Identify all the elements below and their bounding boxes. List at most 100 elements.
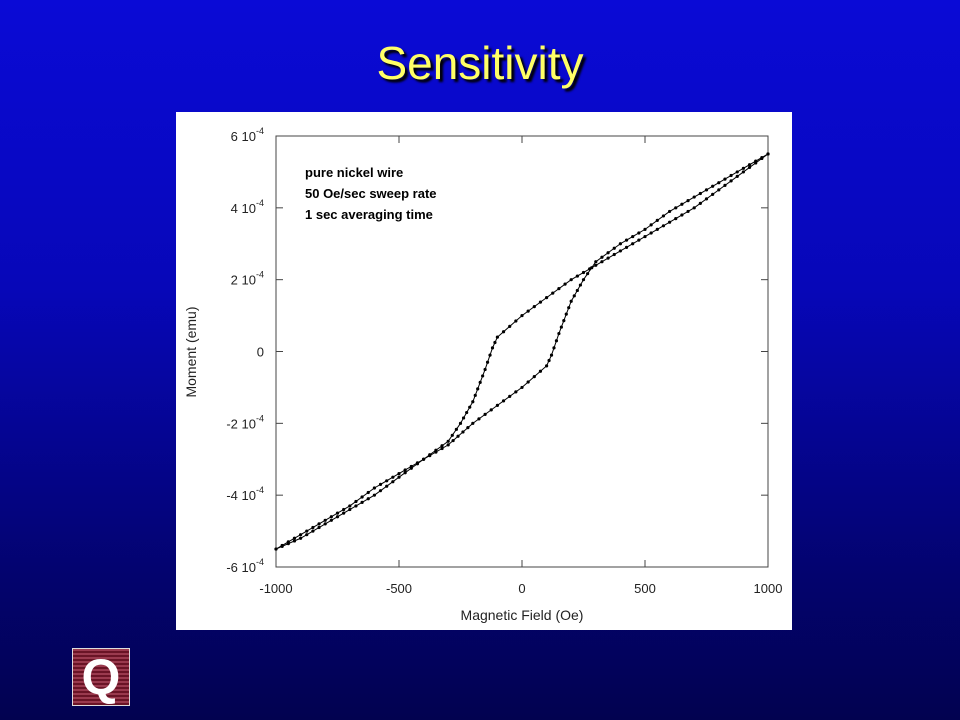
data-point: [476, 387, 480, 391]
data-point: [428, 454, 432, 458]
series-group: [274, 152, 770, 551]
data-point: [483, 412, 487, 416]
x-tick-label: -1000: [259, 581, 292, 596]
data-point: [575, 288, 579, 293]
data-point: [526, 380, 530, 384]
data-point: [586, 272, 590, 276]
data-point: [557, 331, 561, 336]
data-point: [481, 374, 485, 378]
data-point: [723, 177, 727, 181]
data-point: [372, 493, 376, 497]
data-point: [704, 197, 709, 201]
x-tick-label: -500: [386, 581, 412, 596]
data-point: [286, 540, 290, 544]
data-point: [747, 165, 752, 170]
data-point: [594, 263, 598, 267]
data-point: [559, 325, 563, 329]
data-point: [378, 482, 383, 486]
data-point: [342, 511, 346, 515]
data-point: [569, 278, 573, 282]
data-point: [575, 274, 579, 278]
data-point: [637, 238, 641, 242]
data-point: [631, 234, 635, 239]
data-point: [366, 490, 370, 495]
data-point: [698, 201, 702, 205]
logo-stripes: [73, 649, 129, 705]
data-point: [311, 525, 315, 530]
data-point: [538, 300, 543, 304]
data-point: [465, 410, 469, 415]
data-point: [461, 430, 465, 434]
annotation-text: 1 sec averaging time: [305, 207, 433, 222]
data-point: [391, 475, 395, 479]
data-point: [655, 218, 659, 223]
data-point: [311, 529, 315, 533]
x-tick-label: 500: [634, 581, 656, 596]
slide-title: Sensitivity: [376, 37, 584, 89]
data-point: [466, 426, 470, 430]
data-point: [526, 309, 530, 313]
y-tick-label: 4 10-4: [231, 198, 264, 216]
data-point: [397, 472, 401, 476]
data-point: [723, 183, 727, 187]
data-point: [403, 468, 407, 472]
data-point: [760, 155, 764, 160]
y-tick-label: -6 10-4: [226, 557, 264, 575]
annotation-text: 50 Oe/sec sweep rate: [305, 186, 437, 201]
data-point: [557, 287, 561, 291]
data-point: [661, 224, 666, 228]
data-point: [551, 291, 555, 295]
data-point: [478, 380, 482, 384]
data-point: [488, 353, 492, 357]
data-point: [508, 394, 512, 398]
data-point: [477, 417, 481, 421]
data-point: [567, 306, 571, 310]
data-point: [532, 375, 536, 379]
data-point: [520, 313, 524, 318]
data-point: [686, 209, 690, 214]
data-point: [618, 242, 622, 246]
data-point: [754, 159, 758, 163]
data-point: [581, 270, 586, 275]
data-point: [458, 421, 463, 425]
x-tick-label: 0: [518, 581, 525, 596]
data-point: [649, 223, 653, 227]
x-axis-label: Magnetic Field (Oe): [461, 607, 584, 623]
data-point: [538, 369, 543, 373]
data-point: [501, 330, 506, 334]
data-point: [674, 217, 678, 221]
data-point: [274, 547, 278, 551]
data-point: [501, 399, 506, 403]
data-point: [292, 539, 297, 543]
data-point: [600, 255, 604, 259]
data-point: [735, 174, 739, 179]
data-point: [680, 213, 684, 217]
data-point: [471, 400, 475, 404]
data-point: [668, 220, 672, 224]
data-point: [305, 529, 309, 533]
data-point: [317, 525, 321, 530]
data-point: [729, 173, 733, 178]
data-point: [360, 495, 364, 499]
data-point: [612, 246, 616, 250]
data-point: [711, 184, 715, 188]
data-point: [329, 515, 333, 519]
data-point: [686, 199, 690, 203]
data-point: [600, 260, 604, 264]
tick-group: -1000 -500 0 500 1000 6 10-4 4 10-4 2 10-4 0 -2 1…: [226, 126, 782, 596]
data-point: [385, 479, 389, 483]
data-point: [692, 206, 696, 210]
hysteresis-chart: -1000 -500 0 500 1000 6 10-4 4 10-4 2 10-4 0 -2 1…: [183, 126, 782, 623]
data-point: [323, 518, 327, 522]
data-point: [581, 278, 586, 282]
data-point: [372, 486, 376, 490]
data-point: [446, 439, 450, 443]
data-point: [735, 170, 739, 174]
data-point: [366, 497, 370, 501]
data-point: [606, 251, 610, 255]
data-point: [335, 511, 340, 515]
y-tick-label: -2 10-4: [226, 413, 264, 431]
data-point: [655, 227, 659, 231]
data-point: [378, 489, 383, 493]
data-point: [468, 405, 472, 409]
